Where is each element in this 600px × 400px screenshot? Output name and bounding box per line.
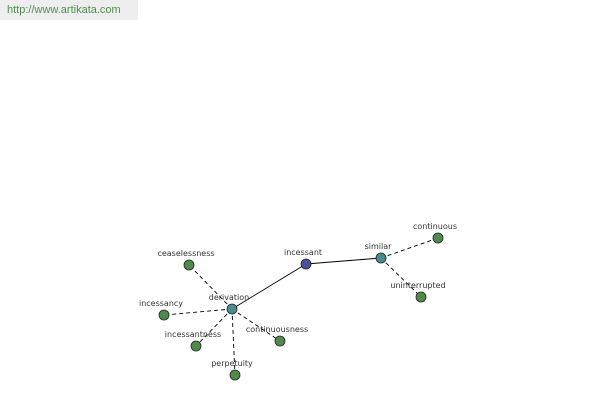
edge bbox=[231, 308, 281, 342]
edge bbox=[231, 263, 307, 310]
node-label[interactable]: continuousness bbox=[246, 325, 308, 334]
node[interactable] bbox=[375, 252, 387, 264]
header: http://www.artikata.com bbox=[0, 0, 138, 20]
node-label[interactable]: ceaselessness bbox=[157, 249, 214, 258]
node[interactable] bbox=[226, 303, 238, 315]
node-label[interactable]: incessancy bbox=[139, 299, 183, 308]
node-label[interactable]: uninterrupted bbox=[390, 281, 445, 290]
edge bbox=[163, 308, 233, 316]
node[interactable] bbox=[274, 335, 286, 347]
node[interactable] bbox=[415, 291, 427, 303]
edge bbox=[380, 257, 422, 298]
node-label[interactable]: similar bbox=[365, 242, 393, 251]
edge bbox=[195, 308, 233, 347]
site-link[interactable]: http://www.artikata.com bbox=[7, 4, 121, 16]
node[interactable] bbox=[183, 259, 195, 271]
node-label[interactable]: incessant bbox=[284, 248, 322, 257]
node[interactable] bbox=[158, 309, 170, 321]
node-label[interactable]: derivation bbox=[209, 293, 249, 302]
node[interactable] bbox=[300, 258, 312, 270]
node-label[interactable]: incessantness bbox=[165, 330, 221, 339]
node-label[interactable]: perpetuity bbox=[211, 359, 253, 368]
edge bbox=[188, 264, 233, 310]
edge bbox=[380, 237, 439, 259]
edges bbox=[163, 237, 439, 376]
node[interactable] bbox=[190, 340, 202, 352]
edge bbox=[305, 257, 382, 265]
node[interactable] bbox=[432, 232, 444, 244]
nodes: incessant similar derivation continuous unin… bbox=[139, 222, 457, 381]
node-label[interactable]: continuous bbox=[413, 222, 457, 231]
node[interactable] bbox=[229, 369, 241, 381]
